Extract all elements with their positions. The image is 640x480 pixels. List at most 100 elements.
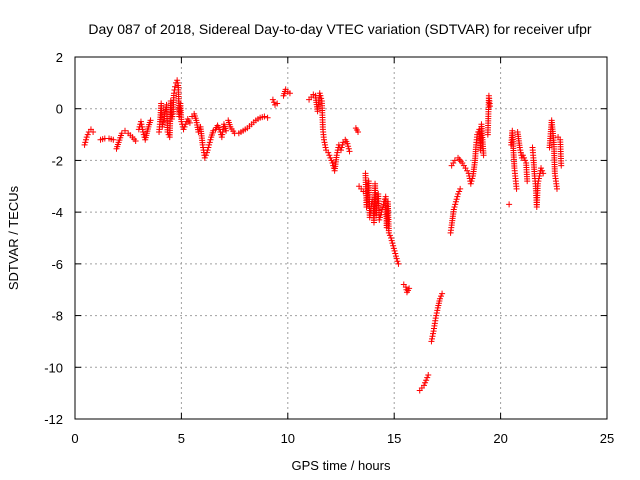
data-point	[169, 113, 176, 120]
data-point	[388, 237, 395, 244]
x-tick-label: 10	[281, 431, 295, 446]
data-point	[424, 374, 431, 381]
y-tick-label: 0	[56, 102, 63, 117]
y-tick-label: -4	[51, 205, 63, 220]
data-point	[82, 136, 89, 143]
data-point	[159, 121, 166, 128]
data-point	[160, 118, 167, 125]
data-point	[269, 96, 276, 103]
data-point	[270, 99, 277, 106]
data-point	[430, 330, 437, 337]
data-point	[395, 260, 402, 267]
x-tick-label: 0	[71, 431, 78, 446]
data-point	[172, 83, 179, 90]
data-point	[139, 126, 146, 133]
data-point	[110, 136, 117, 143]
data-point	[553, 185, 560, 192]
data-point	[385, 229, 392, 236]
data-point	[132, 138, 139, 145]
data-point	[392, 253, 399, 260]
data-point	[317, 92, 324, 99]
data-point	[329, 160, 336, 167]
data-point	[355, 128, 362, 135]
data-point	[322, 144, 329, 151]
data-point	[223, 127, 230, 134]
data-point	[406, 285, 413, 292]
y-tick-label: -6	[51, 257, 63, 272]
data-point	[147, 117, 154, 124]
data-point	[390, 242, 397, 249]
data-point	[168, 116, 175, 123]
data-point	[206, 141, 213, 148]
data-point	[522, 157, 529, 164]
data-point	[204, 147, 211, 154]
data-point	[181, 123, 188, 130]
data-point	[558, 162, 565, 169]
data-point	[521, 154, 528, 161]
data-point	[429, 333, 436, 340]
data-point	[534, 180, 541, 187]
data-point	[457, 185, 464, 192]
data-point	[207, 136, 214, 143]
data-point	[338, 144, 345, 151]
y-axis-label: SDTVAR / TECUs	[6, 185, 21, 290]
x-tick-label: 5	[178, 431, 185, 446]
data-point	[439, 290, 446, 297]
data-point	[422, 379, 429, 386]
data-point	[264, 114, 271, 121]
data-point	[180, 126, 187, 133]
data-point	[455, 191, 462, 198]
data-point	[377, 214, 384, 221]
data-point	[339, 141, 346, 148]
x-tick-label: 15	[387, 431, 401, 446]
data-point	[469, 175, 476, 182]
data-point	[486, 103, 493, 110]
data-point	[539, 167, 546, 174]
data-point	[513, 185, 520, 192]
y-tick-label: -8	[51, 309, 63, 324]
data-point	[328, 157, 335, 164]
data-point	[137, 118, 144, 125]
data-point	[392, 250, 399, 257]
data-point	[90, 128, 97, 135]
data-point	[261, 113, 268, 120]
data-point	[118, 130, 125, 137]
data-point	[322, 141, 329, 148]
data-point	[428, 338, 435, 345]
data-point	[344, 140, 351, 147]
data-point	[203, 149, 210, 156]
data-point	[140, 128, 147, 135]
data-point	[201, 154, 208, 161]
data-point	[391, 247, 398, 254]
data-point	[182, 121, 189, 128]
x-axis-label: GPS time / hours	[292, 458, 391, 473]
data-point	[456, 188, 463, 195]
data-point	[438, 293, 445, 300]
data-point	[436, 295, 443, 302]
data-point	[321, 139, 328, 146]
data-point	[326, 152, 333, 159]
data-point	[274, 100, 281, 107]
data-point	[286, 90, 293, 97]
data-point	[389, 240, 396, 247]
y-tick-label: -2	[51, 153, 63, 168]
data-point	[81, 141, 88, 148]
data-point	[139, 123, 146, 130]
data-point	[519, 152, 526, 159]
data-point	[333, 152, 340, 159]
data-point	[318, 95, 325, 102]
data-point	[516, 144, 523, 151]
data-point	[159, 123, 166, 130]
data-points	[81, 77, 565, 394]
data-point	[425, 372, 432, 379]
data-point	[390, 245, 397, 252]
data-point	[468, 178, 475, 185]
data-point	[536, 172, 543, 179]
y-tick-label: -10	[44, 360, 63, 375]
data-point	[346, 148, 353, 155]
data-point	[432, 315, 439, 322]
data-point	[434, 307, 441, 314]
data-point	[451, 157, 458, 164]
data-point	[394, 258, 401, 265]
data-point	[433, 312, 440, 319]
